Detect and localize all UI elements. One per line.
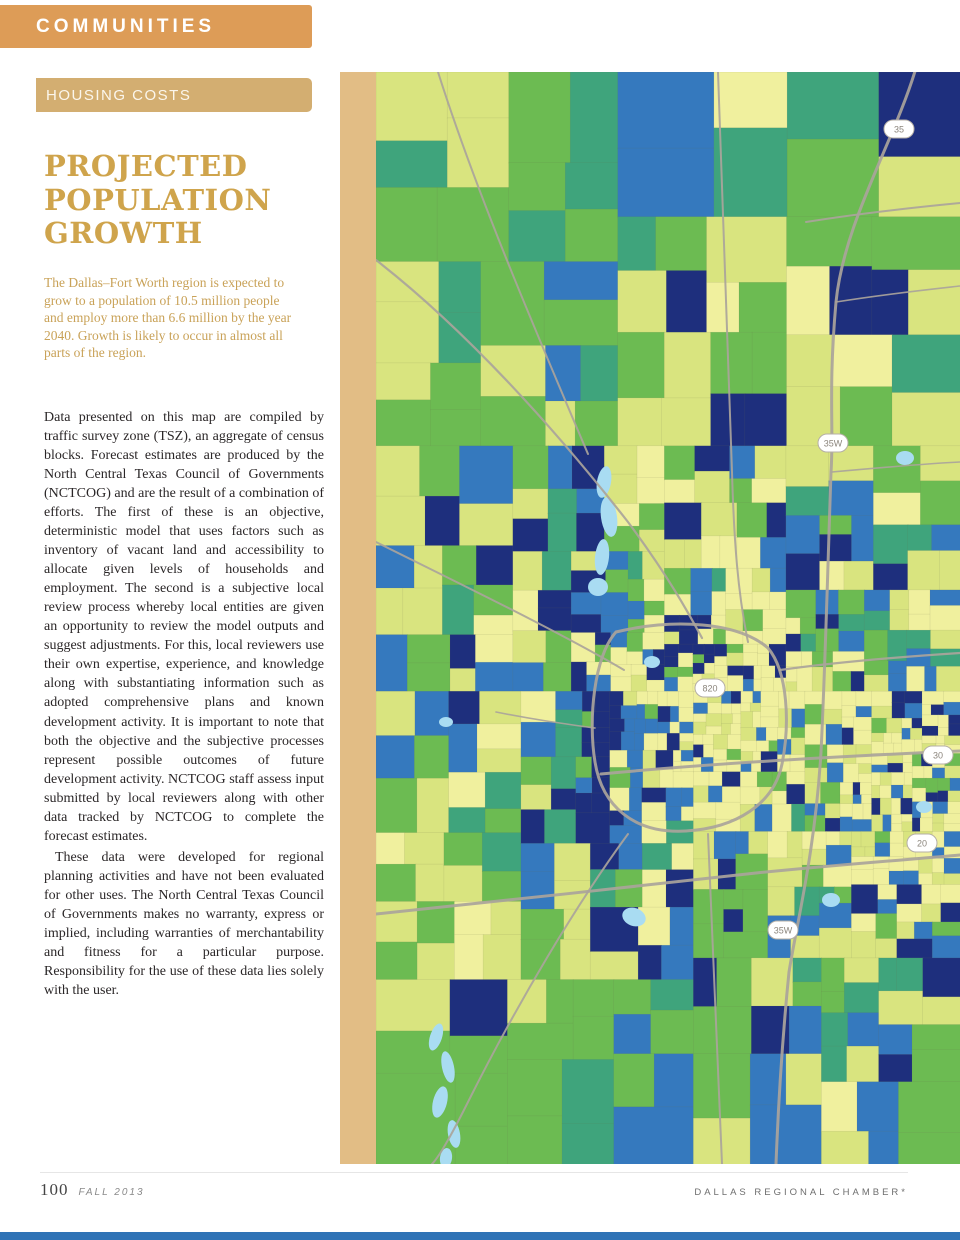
highway-shield: 35W	[767, 920, 799, 940]
article-intro: The Dallas–Fort Worth region is expected…	[44, 275, 292, 361]
svg-text:820: 820	[702, 684, 717, 694]
footer-left: 100 FALL 2013	[40, 1180, 145, 1200]
highway-shield: 820	[694, 678, 726, 698]
highway-shield: 30	[922, 745, 954, 765]
bottom-accent-bar	[0, 1232, 960, 1240]
highway-roads	[376, 72, 960, 1164]
lakes	[428, 451, 932, 1164]
svg-text:35: 35	[894, 125, 904, 135]
publisher-label: DALLAS REGIONAL CHAMBER*	[694, 1187, 908, 1198]
svg-text:20: 20	[917, 839, 927, 849]
svg-text:35W: 35W	[774, 926, 793, 936]
article-paragraph-2: These data were developed for regional p…	[44, 849, 324, 998]
population-growth-map: 35 35W 820 30 20 35W	[340, 72, 960, 1164]
page-footer: 100 FALL 2013 DALLAS REGIONAL CHAMBER*	[40, 1172, 908, 1200]
tsz-choropleth-svg: 35 35W 820 30 20 35W	[376, 72, 960, 1164]
highway-shield: 20	[906, 833, 938, 853]
article-body: Data presented on this map are compiled …	[44, 408, 324, 1166]
article-title: PROJECTED POPULATION GROWTH	[44, 149, 334, 251]
tsz-mosaic	[376, 72, 960, 1164]
page-number: 100	[40, 1180, 69, 1199]
highway-shield: 35	[883, 119, 915, 139]
article-title-line-1: PROJECTED	[44, 149, 248, 183]
article-paragraph-1: Data presented on this map are compiled …	[44, 410, 324, 844]
svg-text:30: 30	[933, 751, 943, 761]
article-title-line-2: POPULATION	[44, 182, 272, 217]
svg-text:35W: 35W	[824, 439, 843, 449]
communities-banner-label: COMMUNITIES	[36, 15, 216, 37]
housing-costs-label: HOUSING COSTS	[46, 86, 192, 104]
map-left-strip	[340, 72, 376, 1164]
housing-costs-banner: HOUSING COSTS	[36, 78, 312, 112]
article-title-line-3: GROWTH	[44, 216, 203, 251]
issue-label: FALL 2013	[78, 1187, 145, 1198]
communities-banner: COMMUNITIES	[0, 5, 312, 48]
highway-shield: 35W	[817, 433, 849, 453]
